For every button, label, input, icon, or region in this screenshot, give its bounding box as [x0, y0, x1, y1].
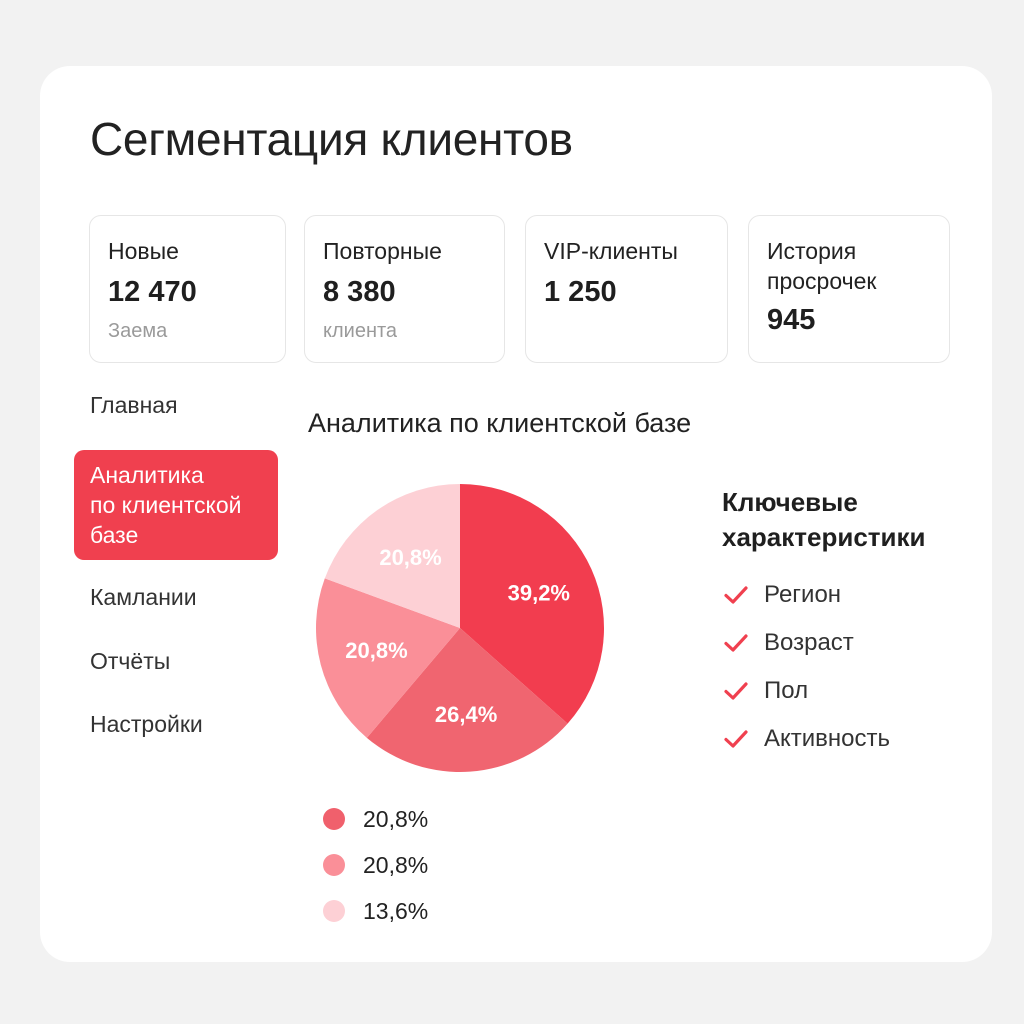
- stat-subtitle: Заема: [108, 320, 168, 342]
- legend-item: 20,8%: [323, 842, 428, 888]
- feature-item: Возраст: [722, 619, 982, 667]
- stat-card-new[interactable]: Новые 12 470 Заема: [89, 215, 286, 363]
- sidebar-item-campaigns[interactable]: Камлании: [90, 584, 197, 610]
- chart-legend: 20,8% 20,8% 13,6%: [323, 796, 428, 934]
- feature-label: Пол: [764, 677, 809, 704]
- check-icon: [724, 634, 748, 652]
- stat-label-line2: просрочек: [767, 268, 877, 294]
- features-title: Ключевые характеристики: [722, 485, 982, 555]
- key-features-panel: Ключевые характеристики Регион Возраст Пол…: [722, 485, 982, 763]
- sidebar-item-client-analytics[interactable]: Аналитика по клиентской базе: [74, 450, 278, 560]
- pie-slice[interactable]: [324, 484, 460, 628]
- feature-label: Активность: [764, 725, 891, 752]
- sidebar-item-reports[interactable]: Отчёты: [90, 648, 171, 674]
- pie-slice[interactable]: [366, 628, 568, 772]
- pie-slice-label: 20,8%: [345, 638, 407, 663]
- feature-item: Пол: [722, 667, 982, 715]
- stat-card-vip[interactable]: VIP-клиенты 1 250: [525, 215, 728, 363]
- stat-value: 1 250: [544, 276, 617, 308]
- feature-item: Активность: [722, 715, 982, 763]
- legend-label: 13,6%: [363, 897, 429, 924]
- legend-swatch: [323, 854, 345, 876]
- features-title-line2: характеристики: [722, 522, 926, 552]
- legend-swatch: [323, 900, 345, 922]
- legend-label: 20,8%: [363, 851, 429, 878]
- feature-label: Регион: [764, 581, 842, 608]
- stat-value: 945: [767, 304, 816, 336]
- legend-label: 20,8%: [363, 805, 429, 832]
- sidebar-item-settings[interactable]: Настройки: [90, 711, 203, 737]
- page-title: Сегментация клиентов: [90, 113, 573, 165]
- sidebar-item-label: базе: [90, 522, 139, 548]
- section-title: Аналитика по клиентской базе: [308, 408, 692, 438]
- legend-item: 20,8%: [323, 796, 428, 842]
- check-icon: [724, 586, 748, 604]
- pie-slice-label: 20,8%: [379, 545, 441, 570]
- stat-label-line1: История: [767, 238, 857, 264]
- stat-subtitle: клиента: [323, 320, 398, 342]
- stat-card-overdue-history[interactable]: История просрочек 945: [748, 215, 950, 363]
- stat-label: VIP-клиенты: [544, 238, 678, 264]
- check-icon: [724, 730, 748, 748]
- stat-label: Повторные: [323, 238, 442, 264]
- feature-label: Возраст: [764, 629, 854, 656]
- features-title-line1: Ключевые: [722, 487, 858, 517]
- stat-card-repeat[interactable]: Повторные 8 380 клиента: [304, 215, 505, 363]
- feature-list: Регион Возраст Пол Активность: [722, 571, 982, 763]
- sidebar-item-label: Аналитика: [90, 462, 204, 488]
- pie-slice[interactable]: [316, 578, 460, 738]
- stat-value: 8 380: [323, 276, 396, 308]
- pie-slice-label: 39,2%: [508, 581, 570, 606]
- pie-slice[interactable]: [460, 484, 604, 724]
- sidebar-item-label: по клиентской: [90, 492, 242, 518]
- stat-label: Новые: [108, 238, 179, 264]
- sidebar-nav: Главная Аналитика по клиентской базе Кам…: [74, 390, 278, 739]
- sidebar-item-home[interactable]: Главная: [90, 392, 178, 418]
- check-icon: [724, 682, 748, 700]
- pie-slice-label: 26,4%: [435, 702, 497, 727]
- pie-chart: 39,2% 26,4% 20,8% 20,8%: [316, 484, 604, 772]
- stat-value: 12 470: [108, 276, 197, 308]
- feature-item: Регион: [722, 571, 982, 619]
- legend-swatch: [323, 808, 345, 830]
- legend-item: 13,6%: [323, 888, 428, 934]
